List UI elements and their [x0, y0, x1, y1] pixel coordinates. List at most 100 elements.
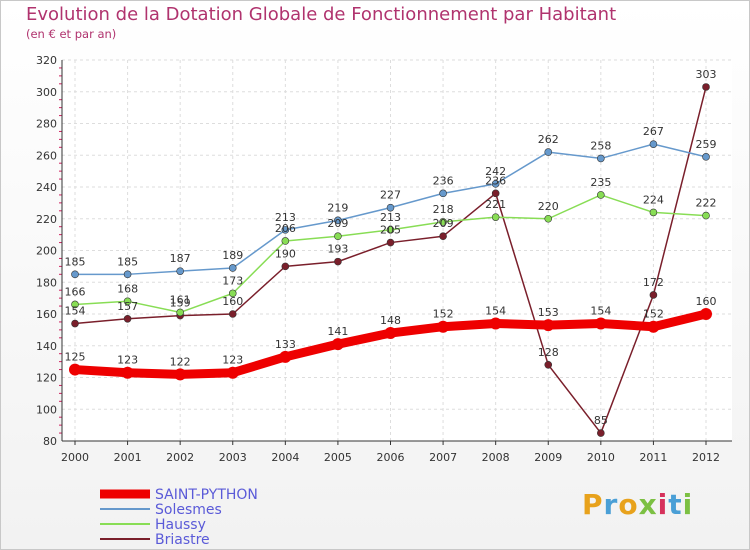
x-tick-label: 2001: [114, 451, 142, 464]
data-label: 122: [170, 355, 191, 368]
data-label: 193: [327, 243, 348, 256]
data-point: [491, 180, 500, 188]
data-point: [123, 314, 132, 323]
data-point: [702, 211, 710, 220]
data-point: [71, 319, 79, 328]
data-label: 187: [170, 252, 191, 265]
x-tick-label: 2002: [166, 451, 194, 464]
data-point: [386, 238, 395, 247]
data-point: [386, 226, 395, 234]
legend-label: SAINT-PYTHON: [155, 487, 258, 503]
data-point: [279, 350, 292, 363]
data-label: 259: [696, 138, 717, 151]
data-label: 236: [433, 174, 454, 187]
data-point: [228, 310, 237, 318]
data-label: 85: [594, 414, 608, 427]
data-point: [597, 429, 605, 437]
data-point: [281, 237, 290, 245]
data-point: [647, 320, 660, 333]
data-point: [71, 300, 79, 309]
data-point: [123, 297, 132, 306]
data-point: [594, 317, 607, 330]
series-group: [69, 83, 712, 437]
data-point: [544, 360, 553, 369]
data-point: [491, 189, 500, 198]
data-label: 205: [380, 224, 401, 237]
data-point: [439, 218, 447, 226]
logo-letter: P: [582, 488, 604, 521]
data-label: 220: [538, 200, 559, 213]
y-tick-label: 180: [36, 276, 57, 289]
data-point: [226, 366, 239, 379]
data-label: 133: [275, 338, 296, 351]
data-label: 185: [65, 255, 86, 268]
data-label: 159: [170, 297, 191, 310]
data-label: 154: [65, 305, 86, 318]
legend-label: Solesmes: [155, 502, 222, 518]
logo-letter: x: [638, 488, 658, 521]
y-tick-label: 300: [36, 86, 57, 99]
y-tick-label: 120: [36, 372, 57, 385]
data-label: 221: [485, 198, 506, 211]
data-label: 166: [65, 285, 86, 298]
data-point: [597, 154, 605, 163]
data-point: [544, 148, 553, 156]
data-label: 154: [485, 305, 506, 318]
data-label: 189: [222, 249, 243, 262]
grid-lines: [62, 59, 732, 442]
x-tick-label: 2008: [482, 451, 510, 464]
data-label: 209: [433, 217, 454, 230]
data-point: [281, 226, 290, 234]
data-label: 141: [327, 325, 348, 338]
x-tick-label: 2003: [219, 451, 247, 464]
data-point: [386, 203, 395, 212]
axes: 80 100 120 140 160 180 200 220 240 260 280 300 320 20…: [36, 54, 732, 464]
data-point: [649, 291, 658, 299]
data-point: [437, 320, 450, 333]
data-label: 236: [485, 174, 506, 187]
y-tick-label: 160: [36, 308, 57, 321]
y-tick-label: 260: [36, 149, 57, 162]
data-point: [597, 191, 605, 199]
data-label: 213: [275, 211, 296, 224]
data-point: [176, 308, 184, 317]
data-point: [702, 83, 710, 91]
data-labels-group: 125 123 122 123 133 141 148 152 154 153 154 152 160 1…: [65, 68, 717, 427]
data-label: 125: [65, 351, 86, 364]
data-point: [228, 289, 237, 298]
data-label: 219: [327, 201, 348, 214]
y-tick-label: 240: [36, 181, 57, 194]
chart-title: Evolution de la Dotation Globale de Fonc…: [26, 4, 617, 25]
y-tick-label: 100: [36, 403, 57, 416]
x-tick-label: 2007: [429, 451, 457, 464]
data-label: 173: [222, 274, 243, 287]
data-point: [121, 366, 134, 379]
logo-letter: t: [668, 488, 683, 521]
data-label: 161: [170, 293, 191, 306]
data-label: 152: [433, 308, 454, 321]
data-label: 190: [275, 247, 296, 260]
legend-label: Haussy: [155, 517, 206, 533]
x-tick-label: 2011: [639, 451, 667, 464]
data-label: 222: [696, 197, 717, 210]
y-tick-label: 80: [43, 435, 57, 448]
data-point: [384, 327, 397, 340]
proxiti-logo: Proxiti: [582, 488, 693, 521]
y-tick-label: 140: [36, 340, 57, 353]
logo-letter: i: [682, 488, 694, 521]
legend-label: Briastre: [155, 532, 210, 548]
data-point: [702, 153, 710, 161]
data-point: [334, 232, 342, 241]
data-label: 258: [590, 139, 611, 152]
data-label: 303: [696, 68, 717, 81]
data-point: [123, 270, 132, 279]
data-label: 153: [538, 306, 559, 319]
data-label: 160: [696, 295, 717, 308]
data-label: 152: [643, 308, 664, 321]
data-label: 123: [117, 354, 138, 367]
x-tick-label: 2009: [534, 451, 562, 464]
data-label: 160: [222, 295, 243, 308]
x-tick-label: 2005: [324, 451, 352, 464]
data-point: [281, 262, 290, 271]
data-point: [649, 208, 658, 217]
